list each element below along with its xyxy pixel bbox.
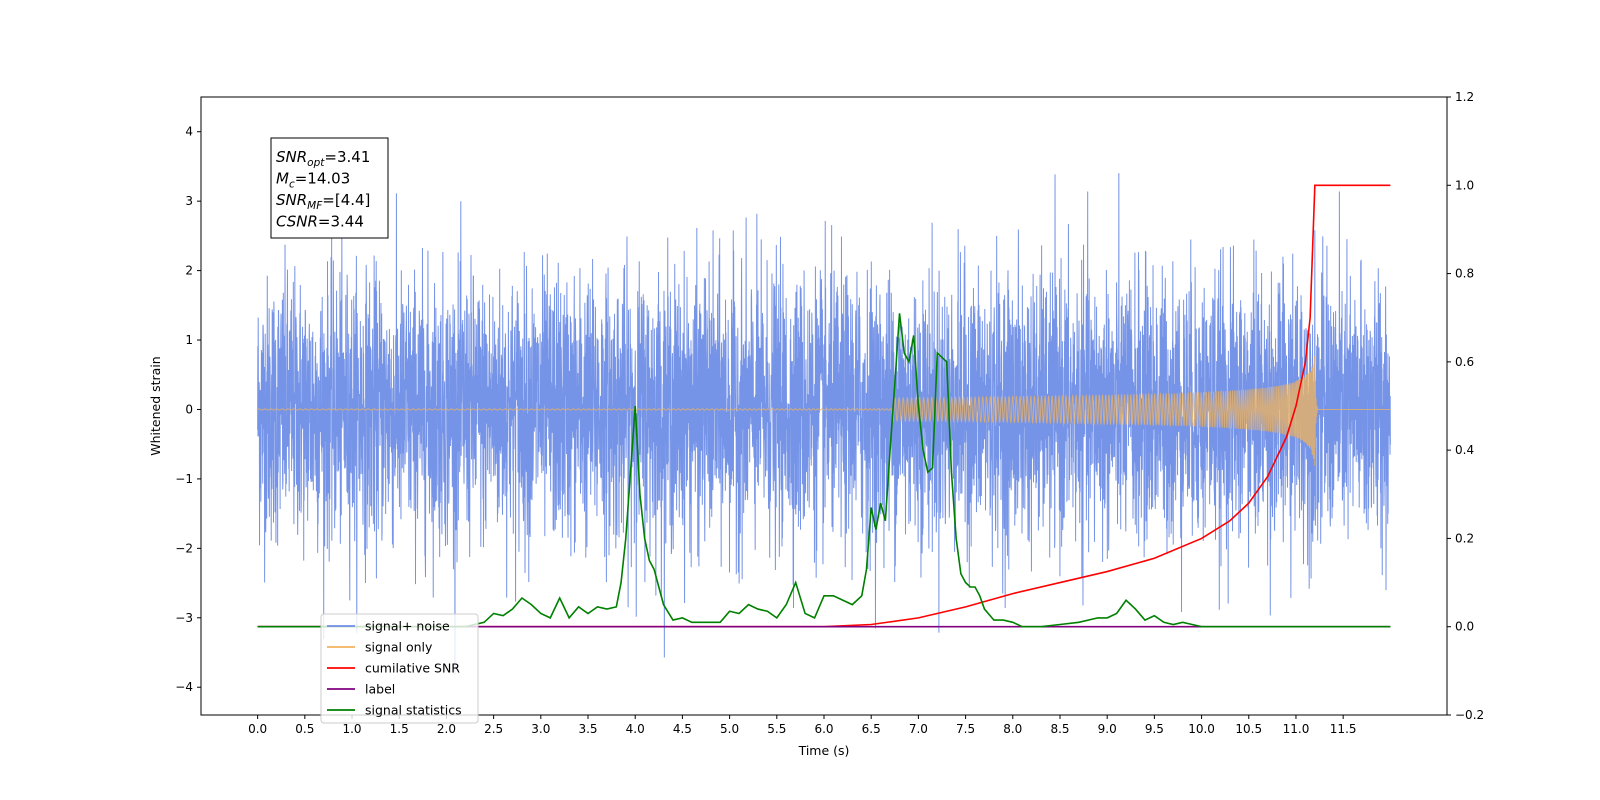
x-tick-label: 9.5 bbox=[1145, 722, 1164, 736]
legend: signal+ noise signal only cumilative SNR la… bbox=[320, 613, 479, 724]
annotation-line: CSNR=3.44 bbox=[276, 213, 364, 231]
y2-tick-label: 1.2 bbox=[1455, 90, 1474, 104]
y-tick-label: −2 bbox=[175, 541, 193, 555]
legend-entry-label: signal only bbox=[365, 640, 433, 655]
y-tick-label: −4 bbox=[175, 680, 193, 694]
y2-tick-label: 0.6 bbox=[1455, 355, 1474, 369]
x-tick-label: 4.5 bbox=[673, 722, 692, 736]
x-tick-label: 2.0 bbox=[437, 722, 456, 736]
series-signal-statistics-line bbox=[257, 313, 1391, 628]
annotation-frame bbox=[270, 137, 389, 239]
x-tick-label: 8.0 bbox=[1003, 722, 1022, 736]
x-tick-label: 5.0 bbox=[720, 722, 739, 736]
y2-tick-label: 0.8 bbox=[1455, 267, 1474, 281]
x-tick-label: 10.0 bbox=[1188, 722, 1215, 736]
y-tick-label: 2 bbox=[185, 264, 193, 278]
y-tick-label: 3 bbox=[185, 194, 193, 208]
x-tick-label: 1.0 bbox=[342, 722, 361, 736]
series-signal-only-line bbox=[257, 356, 1391, 466]
legend-entry-label: cumilative SNR bbox=[365, 661, 460, 676]
annotation-line: SNRMF=[4.4] bbox=[276, 191, 370, 212]
legend-frame bbox=[320, 613, 479, 724]
annotation-line: Mc=14.03 bbox=[276, 170, 350, 191]
x-tick-label: 8.5 bbox=[1050, 722, 1069, 736]
annotation-line: SNRopt=3.41 bbox=[276, 148, 370, 169]
y-tick-label: −3 bbox=[175, 611, 193, 625]
series-cumilative-snr-line bbox=[257, 184, 1391, 628]
x-tick-label: 11.0 bbox=[1283, 722, 1310, 736]
y2-tick-label: 0.0 bbox=[1455, 620, 1474, 634]
x-tick-label: 2.5 bbox=[484, 722, 503, 736]
x-tick-label: 0.0 bbox=[248, 722, 267, 736]
x-tick-label: 3.5 bbox=[578, 722, 597, 736]
x-tick-label: 4.0 bbox=[626, 722, 645, 736]
legend-entry-label: label bbox=[365, 682, 395, 697]
x-tick-label: 3.0 bbox=[531, 722, 550, 736]
y2-tick-label: 0.4 bbox=[1455, 443, 1474, 457]
y-tick-label: 0 bbox=[185, 402, 193, 416]
x-tick-label: 7.0 bbox=[909, 722, 928, 736]
y2-tick-label: 1.0 bbox=[1455, 178, 1474, 192]
y2-tick-label: −0.2 bbox=[1455, 708, 1484, 722]
y-axis-label: Whitened strain bbox=[148, 356, 163, 455]
x-tick-label: 1.5 bbox=[390, 722, 409, 736]
x-tick-label: 6.0 bbox=[814, 722, 833, 736]
x-tick-label: 6.5 bbox=[862, 722, 881, 736]
y-tick-label: 1 bbox=[185, 333, 193, 347]
x-tick-label: 10.5 bbox=[1235, 722, 1262, 736]
x-axis-label: Time (s) bbox=[798, 743, 850, 758]
axes: 0.0 0.5 1.0 1.5 2.0 2.5 3.0 3.5 4.0 4.5 5.0 5.5 6.0 6… bbox=[175, 90, 1484, 736]
x-tick-label: 7.5 bbox=[956, 722, 975, 736]
legend-entry-label: signal+ noise bbox=[365, 619, 450, 634]
x-tick-label: 11.5 bbox=[1330, 722, 1357, 736]
x-tick-label: 5.5 bbox=[767, 722, 786, 736]
y2-tick-label: 0.2 bbox=[1455, 531, 1474, 545]
legend-entry-label: signal statistics bbox=[365, 703, 462, 718]
x-tick-label: 9.0 bbox=[1098, 722, 1117, 736]
y-tick-label: 4 bbox=[185, 125, 193, 139]
y-tick-label: −1 bbox=[175, 472, 193, 486]
x-tick-label: 0.5 bbox=[295, 722, 314, 736]
